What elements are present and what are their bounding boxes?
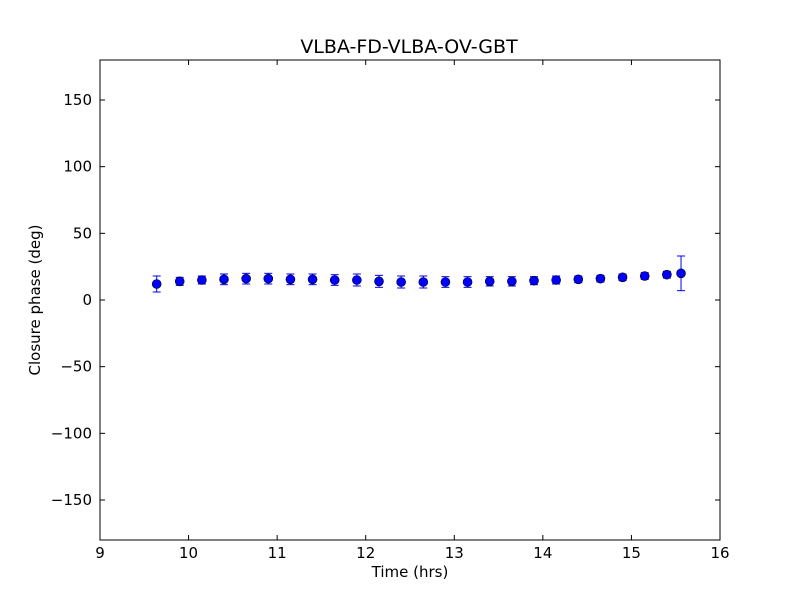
error-point [352, 273, 362, 287]
error-point [662, 269, 672, 280]
data-point [285, 274, 296, 285]
error-point [285, 273, 296, 286]
data-point [241, 273, 251, 284]
data-point [418, 277, 429, 287]
data-point [507, 276, 517, 287]
chart-title: VLBA-FD-VLBA-OV-GBT [300, 36, 518, 58]
data-point [174, 276, 185, 287]
error-point [374, 274, 384, 288]
error-point [676, 255, 686, 292]
data-point [662, 269, 672, 280]
data-point [484, 276, 495, 287]
error-point [529, 275, 539, 286]
x-tick-label: 13 [445, 544, 464, 562]
error-point [573, 274, 584, 285]
x-tick-label: 14 [533, 544, 552, 562]
data-point [263, 273, 274, 284]
error-point [639, 271, 650, 281]
y-tick-label: −100 [51, 424, 92, 442]
data-point [374, 276, 384, 287]
error-point [551, 275, 561, 285]
data-marks [151, 255, 686, 293]
error-point [197, 275, 207, 285]
data-point [307, 274, 318, 285]
error-point [329, 274, 340, 286]
data-point [219, 274, 229, 285]
error-point [507, 276, 517, 287]
data-point [639, 271, 650, 281]
y-axis-label: Closure phase (deg) [26, 225, 44, 376]
data-point [352, 275, 362, 285]
error-point [174, 276, 185, 287]
y-tick-label: −50 [60, 358, 92, 376]
data-point [551, 275, 561, 285]
error-point [263, 272, 274, 285]
data-point [617, 272, 628, 283]
data-point [396, 277, 406, 287]
error-point [617, 272, 628, 283]
axes: 9 10 11 12 13 14 15 16 −150 −100 −50 0 50 100 150 [51, 59, 730, 562]
data-point [462, 277, 473, 287]
error-point [484, 276, 495, 287]
x-tick-label: 12 [356, 544, 375, 562]
error-point [595, 273, 606, 284]
data-point [197, 275, 207, 285]
data-point [329, 275, 340, 285]
data-point [573, 274, 584, 285]
error-point [418, 275, 429, 289]
error-point [396, 275, 406, 289]
error-point [462, 276, 473, 288]
error-point [440, 276, 451, 288]
x-tick-label: 16 [710, 544, 729, 562]
x-tick-label: 10 [179, 544, 198, 562]
x-tick-label: 9 [95, 544, 105, 562]
error-point [151, 275, 162, 293]
error-point [307, 273, 318, 286]
x-tick-label: 15 [622, 544, 641, 562]
x-axis-label: Time (hrs) [371, 563, 449, 581]
error-point [241, 272, 251, 285]
y-tick-label: 150 [63, 91, 92, 109]
data-point [676, 268, 686, 279]
y-tick-label: 100 [63, 158, 92, 176]
y-tick-label: −150 [51, 491, 92, 509]
data-point [595, 273, 606, 284]
y-tick-label: 0 [82, 291, 92, 309]
data-point [151, 279, 162, 289]
data-point [440, 277, 451, 287]
x-tick-label: 11 [268, 544, 287, 562]
y-tick-label: 50 [73, 224, 92, 242]
data-point [529, 275, 539, 286]
error-point [219, 273, 229, 286]
